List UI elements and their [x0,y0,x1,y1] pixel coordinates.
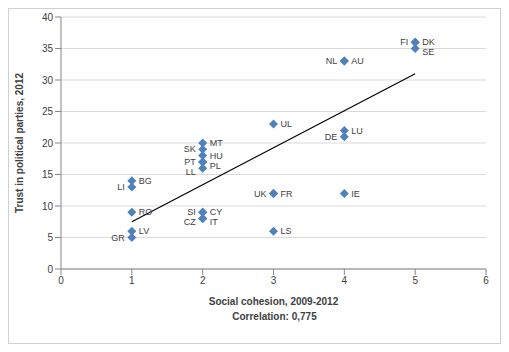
svg-text:MT: MT [210,138,223,148]
svg-text:0: 0 [58,275,64,286]
svg-text:Trust in political parties, 20: Trust in political parties, 2012 [14,73,25,213]
svg-text:SI: SI [187,207,196,217]
svg-text:25: 25 [42,106,54,117]
svg-text:GR: GR [111,233,125,243]
svg-text:0: 0 [47,264,53,275]
svg-text:FR: FR [281,189,293,199]
svg-text:AU: AU [351,56,364,66]
svg-text:NL: NL [326,56,338,66]
svg-text:LV: LV [139,226,149,236]
svg-text:LS: LS [281,226,292,236]
svg-text:BG: BG [139,176,152,186]
svg-text:30: 30 [42,75,54,86]
svg-text:CZ: CZ [184,217,196,227]
svg-text:5: 5 [412,275,418,286]
svg-text:10: 10 [42,201,54,212]
svg-text:20: 20 [42,138,54,149]
svg-text:PT: PT [184,157,196,167]
svg-text:3: 3 [271,275,277,286]
svg-text:DE: DE [325,132,338,142]
svg-text:SK: SK [184,144,196,154]
svg-text:IE: IE [351,189,360,199]
svg-text:LI: LI [117,182,125,192]
svg-text:LL: LL [186,167,196,177]
svg-text:LU: LU [351,126,363,136]
svg-text:SE: SE [422,47,434,57]
svg-text:5: 5 [47,232,53,243]
svg-text:CY: CY [210,207,223,217]
svg-text:HU: HU [210,151,223,161]
html-text:Correlation: 0,775: Correlation: 0,775 [232,311,317,322]
svg-text:Social cohesion, 2009-2012: Social cohesion, 2009-2012 [209,296,339,307]
svg-text:2: 2 [200,275,206,286]
svg-text:40: 40 [42,12,54,23]
svg-text:UL: UL [281,119,293,129]
svg-text:FI: FI [400,37,408,47]
svg-text:PL: PL [210,161,221,171]
svg-text:6: 6 [483,275,489,286]
svg-text:RO: RO [139,207,153,217]
svg-text:35: 35 [42,43,54,54]
svg-text:UK: UK [254,189,267,199]
svg-text:IT: IT [210,217,219,227]
svg-text:4: 4 [342,275,348,286]
svg-text:1: 1 [129,275,135,286]
svg-text:DK: DK [422,37,435,47]
svg-text:15: 15 [42,169,54,180]
